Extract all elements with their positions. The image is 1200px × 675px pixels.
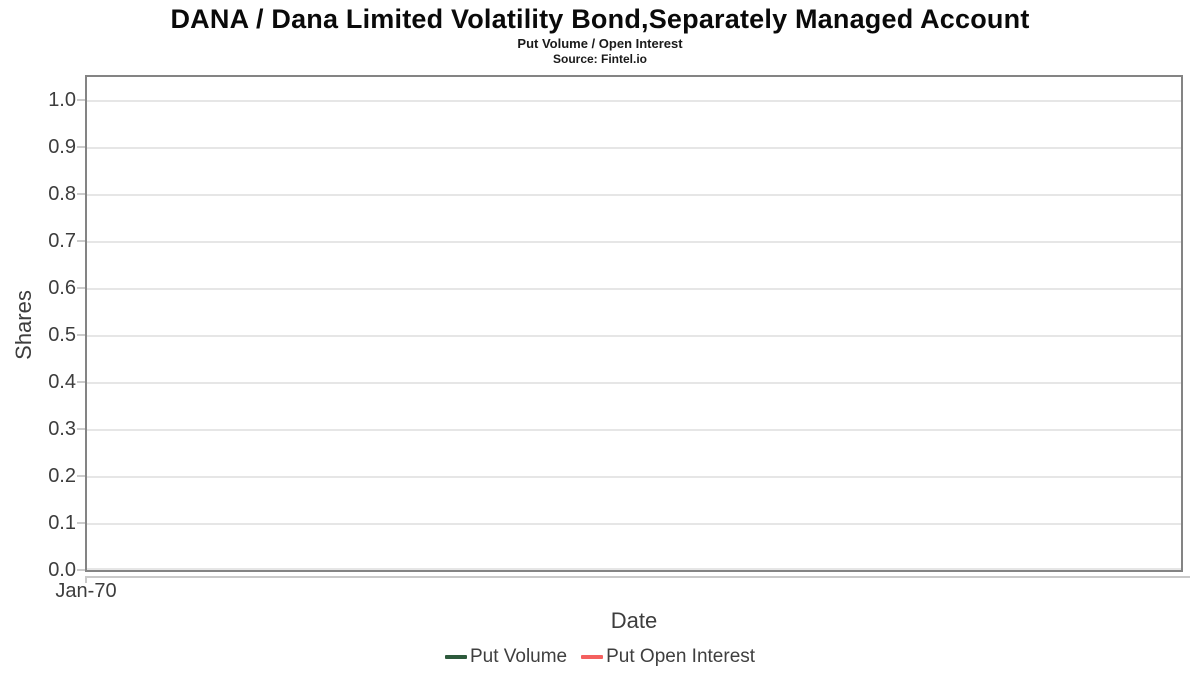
legend-label-put-open-interest: Put Open Interest [606,646,756,667]
gridline-0.4 [87,382,1181,384]
y-tick-label: 0.2 [48,465,76,487]
put-open-interest-line-icon [581,655,604,659]
y-tick-label: 0.0 [48,559,76,581]
y-tick-label: 0.4 [48,371,76,393]
y-tick-mark [77,146,85,148]
chart-subtitle: Put Volume / Open Interest [517,36,683,51]
y-tick-mark [77,522,85,524]
legend-item-put-volume: Put Volume [444,646,568,668]
y-axis-title: Shares [11,290,36,360]
y-tick-label: 0.6 [48,277,76,299]
y-tick-mark [77,99,85,101]
gridline-0.0 [87,568,1181,570]
legend: Put Volume Put Open Interest [0,646,1200,668]
y-tick-label: 0.7 [48,230,76,252]
gridline-0.6 [87,288,1181,290]
gridline-0.1 [87,523,1181,525]
y-tick-mark [77,475,85,477]
x-axis-title: Date [610,608,658,633]
y-tick-label: 1.0 [48,89,76,111]
gridline-0.7 [87,241,1181,243]
x-tick-mark [85,576,87,583]
y-tick-mark [77,569,85,571]
y-tick-mark [77,428,85,430]
y-tick-label: 0.8 [48,183,76,205]
gridline-0.2 [87,476,1181,478]
gridline-0.8 [87,194,1181,196]
legend-label-put-volume: Put Volume [469,646,568,667]
y-tick-label: 0.5 [48,324,76,346]
gridline-0.9 [87,147,1181,149]
y-tick-label: 0.1 [48,512,76,534]
x-tick-label: Jan-70 [55,580,117,602]
y-tick-mark [77,287,85,289]
chart-source: Source: Fintel.io [552,52,647,66]
y-tick-label: 0.9 [48,136,76,158]
gridline-0.3 [87,429,1181,431]
plot-area [85,75,1183,572]
y-tick-mark [77,381,85,383]
y-tick-mark [77,193,85,195]
y-tick-mark [77,240,85,242]
gridline-1.0 [87,100,1181,102]
y-tick-mark [77,334,85,336]
gridline-0.5 [87,335,1181,337]
y-tick-label: 0.3 [48,418,76,440]
x-axis-line [85,576,1190,578]
legend-item-put-open-interest: Put Open Interest [581,646,755,668]
put-volume-line-icon [444,655,467,659]
chart-title: DANA / Dana Limited Volatility Bond,Sepa… [170,4,1030,34]
